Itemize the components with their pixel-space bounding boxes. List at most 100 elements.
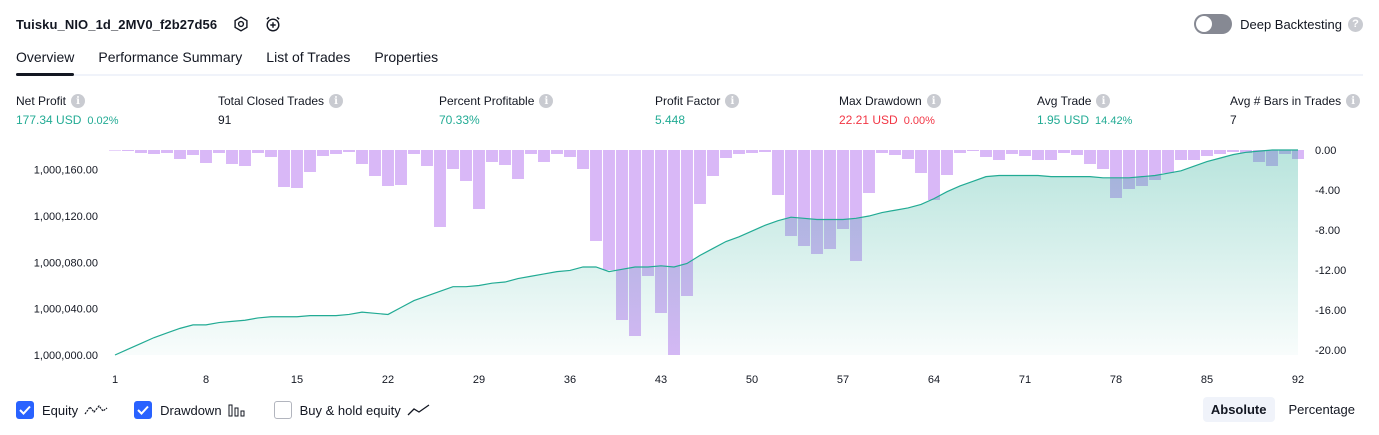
drawdown-bar[interactable] — [135, 150, 147, 153]
deep-backtesting-toggle[interactable] — [1194, 14, 1233, 34]
drawdown-bar[interactable] — [1201, 150, 1213, 156]
drawdown-bar[interactable] — [837, 150, 849, 229]
drawdown-bar[interactable] — [863, 150, 875, 193]
info-icon[interactable]: i — [926, 94, 941, 108]
drawdown-bar[interactable] — [252, 150, 264, 153]
drawdown-bar[interactable] — [317, 150, 329, 156]
drawdown-bar[interactable] — [512, 150, 524, 179]
percentage-button[interactable]: Percentage — [1288, 402, 1356, 417]
drawdown-bar[interactable] — [421, 150, 433, 166]
add-alert-icon[interactable] — [263, 14, 283, 34]
drawdown-bar[interactable] — [304, 150, 316, 172]
drawdown-bar[interactable] — [291, 150, 303, 188]
tab-overview[interactable]: Overview — [16, 46, 75, 76]
drawdown-bar[interactable] — [1175, 150, 1187, 160]
drawdown-bar[interactable] — [1071, 150, 1083, 155]
drawdown-bar[interactable] — [1227, 150, 1239, 152]
drawdown-checkbox[interactable] — [134, 401, 153, 419]
settings-icon[interactable] — [231, 14, 251, 34]
drawdown-bar[interactable] — [382, 150, 394, 186]
drawdown-bar[interactable] — [707, 150, 719, 176]
drawdown-bar[interactable] — [343, 150, 355, 152]
drawdown-bar[interactable] — [395, 150, 407, 185]
drawdown-bar[interactable] — [1110, 150, 1122, 198]
drawdown-bar[interactable] — [1149, 150, 1161, 180]
drawdown-bar[interactable] — [876, 150, 888, 153]
drawdown-bar[interactable] — [954, 150, 966, 153]
drawdown-bar[interactable] — [551, 150, 563, 154]
drawdown-bar[interactable] — [109, 150, 121, 151]
equity-drawdown-chart[interactable]: 1,000,000.00 1,000,040.00 1,000,080.00 1,00… — [0, 140, 1379, 390]
drawdown-bar[interactable] — [915, 150, 927, 173]
drawdown-bar[interactable] — [226, 150, 238, 164]
drawdown-bar[interactable] — [889, 150, 901, 155]
info-icon[interactable]: i — [329, 94, 344, 108]
drawdown-bar[interactable] — [681, 150, 693, 296]
drawdown-bar[interactable] — [1032, 150, 1044, 160]
drawdown-bar[interactable] — [499, 150, 511, 165]
drawdown-bar[interactable] — [330, 150, 342, 154]
drawdown-bar[interactable] — [772, 150, 784, 195]
drawdown-bar[interactable] — [980, 150, 992, 157]
drawdown-bar[interactable] — [369, 150, 381, 176]
info-icon[interactable]: i — [725, 94, 740, 108]
strategy-name[interactable]: Tuisku_NIO_1d_2MV0_f2b27d56 — [16, 16, 218, 32]
drawdown-bar[interactable] — [265, 150, 277, 157]
info-icon[interactable]: i — [1346, 94, 1361, 108]
drawdown-bar[interactable] — [967, 150, 979, 151]
legend-buyhold[interactable]: Buy & hold equity — [273, 401, 431, 419]
drawdown-bar[interactable] — [642, 150, 654, 276]
drawdown-bar[interactable] — [902, 150, 914, 159]
absolute-button[interactable]: Absolute — [1202, 397, 1275, 422]
drawdown-bar[interactable] — [941, 150, 953, 175]
drawdown-bar[interactable] — [850, 150, 862, 261]
info-icon[interactable]: i — [1096, 94, 1111, 108]
drawdown-bar[interactable] — [993, 150, 1005, 160]
drawdown-bar[interactable] — [590, 150, 602, 241]
info-icon[interactable]: i — [539, 94, 554, 108]
drawdown-bar[interactable] — [1162, 150, 1174, 173]
drawdown-bar[interactable] — [434, 150, 446, 227]
drawdown-bar[interactable] — [824, 150, 836, 249]
drawdown-bar[interactable] — [759, 150, 771, 152]
drawdown-bar[interactable] — [408, 150, 420, 154]
tab-performance-summary[interactable]: Performance Summary — [98, 49, 243, 65]
drawdown-bar[interactable] — [1019, 150, 1031, 156]
legend-equity[interactable]: Equity — [16, 401, 108, 419]
drawdown-bar[interactable] — [356, 150, 368, 164]
drawdown-bar[interactable] — [616, 150, 628, 320]
equity-checkbox[interactable] — [16, 401, 34, 419]
drawdown-bar[interactable] — [1123, 150, 1135, 189]
drawdown-bar[interactable] — [798, 150, 810, 246]
drawdown-bar[interactable] — [1097, 150, 1109, 169]
help-icon[interactable]: ? — [1348, 16, 1363, 32]
drawdown-bar[interactable] — [785, 150, 797, 236]
drawdown-bar[interactable] — [577, 150, 589, 169]
drawdown-bar[interactable] — [928, 150, 940, 200]
drawdown-bar[interactable] — [655, 150, 667, 313]
legend-drawdown[interactable]: Drawdown — [134, 401, 247, 419]
drawdown-bar[interactable] — [1006, 150, 1018, 154]
drawdown-bar[interactable] — [733, 150, 745, 154]
drawdown-bar[interactable] — [200, 150, 212, 163]
drawdown-bar[interactable] — [603, 150, 615, 270]
drawdown-bar[interactable] — [161, 150, 173, 153]
drawdown-bar[interactable] — [1214, 150, 1226, 154]
drawdown-bar[interactable] — [239, 150, 251, 166]
drawdown-bar[interactable] — [525, 150, 537, 154]
tab-list-of-trades[interactable]: List of Trades — [266, 49, 351, 65]
info-icon[interactable]: i — [71, 94, 86, 108]
drawdown-bar[interactable] — [746, 150, 758, 153]
drawdown-bar[interactable] — [447, 150, 459, 169]
drawdown-bar[interactable] — [1084, 150, 1096, 164]
drawdown-bar[interactable] — [1045, 150, 1057, 160]
drawdown-bar[interactable] — [1136, 150, 1148, 186]
tab-properties[interactable]: Properties — [374, 49, 439, 65]
drawdown-bar[interactable] — [1240, 150, 1252, 153]
drawdown-bar[interactable] — [538, 150, 550, 162]
drawdown-bar[interactable] — [1188, 150, 1200, 160]
drawdown-bar[interactable] — [174, 150, 186, 159]
drawdown-bar[interactable] — [122, 150, 134, 151]
drawdown-bar[interactable] — [473, 150, 485, 209]
drawdown-bar[interactable] — [564, 150, 576, 157]
